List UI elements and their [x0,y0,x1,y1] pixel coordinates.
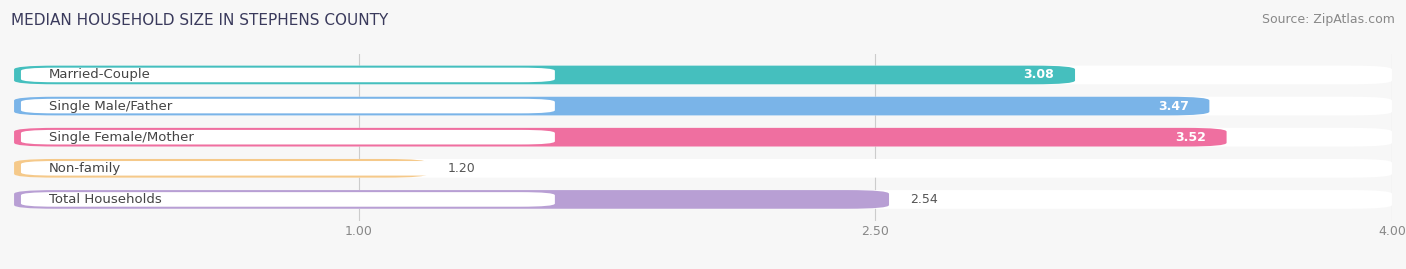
FancyBboxPatch shape [14,190,889,209]
Text: 2.54: 2.54 [910,193,938,206]
FancyBboxPatch shape [14,66,1076,84]
FancyBboxPatch shape [14,159,1392,178]
Text: Single Female/Mother: Single Female/Mother [48,131,194,144]
FancyBboxPatch shape [21,192,555,207]
FancyBboxPatch shape [21,130,555,144]
FancyBboxPatch shape [14,190,1392,209]
Text: 3.08: 3.08 [1024,68,1054,82]
FancyBboxPatch shape [14,66,1392,84]
Text: Total Households: Total Households [48,193,162,206]
Text: Single Male/Father: Single Male/Father [48,100,172,112]
Text: Married-Couple: Married-Couple [48,68,150,82]
FancyBboxPatch shape [14,97,1392,115]
FancyBboxPatch shape [14,97,1209,115]
FancyBboxPatch shape [14,128,1392,147]
FancyBboxPatch shape [21,99,555,113]
FancyBboxPatch shape [14,128,1226,147]
Text: MEDIAN HOUSEHOLD SIZE IN STEPHENS COUNTY: MEDIAN HOUSEHOLD SIZE IN STEPHENS COUNTY [11,13,388,29]
Text: Source: ZipAtlas.com: Source: ZipAtlas.com [1261,13,1395,26]
Text: 1.20: 1.20 [449,162,475,175]
Text: Non-family: Non-family [48,162,121,175]
FancyBboxPatch shape [14,159,427,178]
FancyBboxPatch shape [21,161,555,176]
Text: 3.47: 3.47 [1157,100,1188,112]
FancyBboxPatch shape [21,68,555,82]
Text: 3.52: 3.52 [1175,131,1206,144]
